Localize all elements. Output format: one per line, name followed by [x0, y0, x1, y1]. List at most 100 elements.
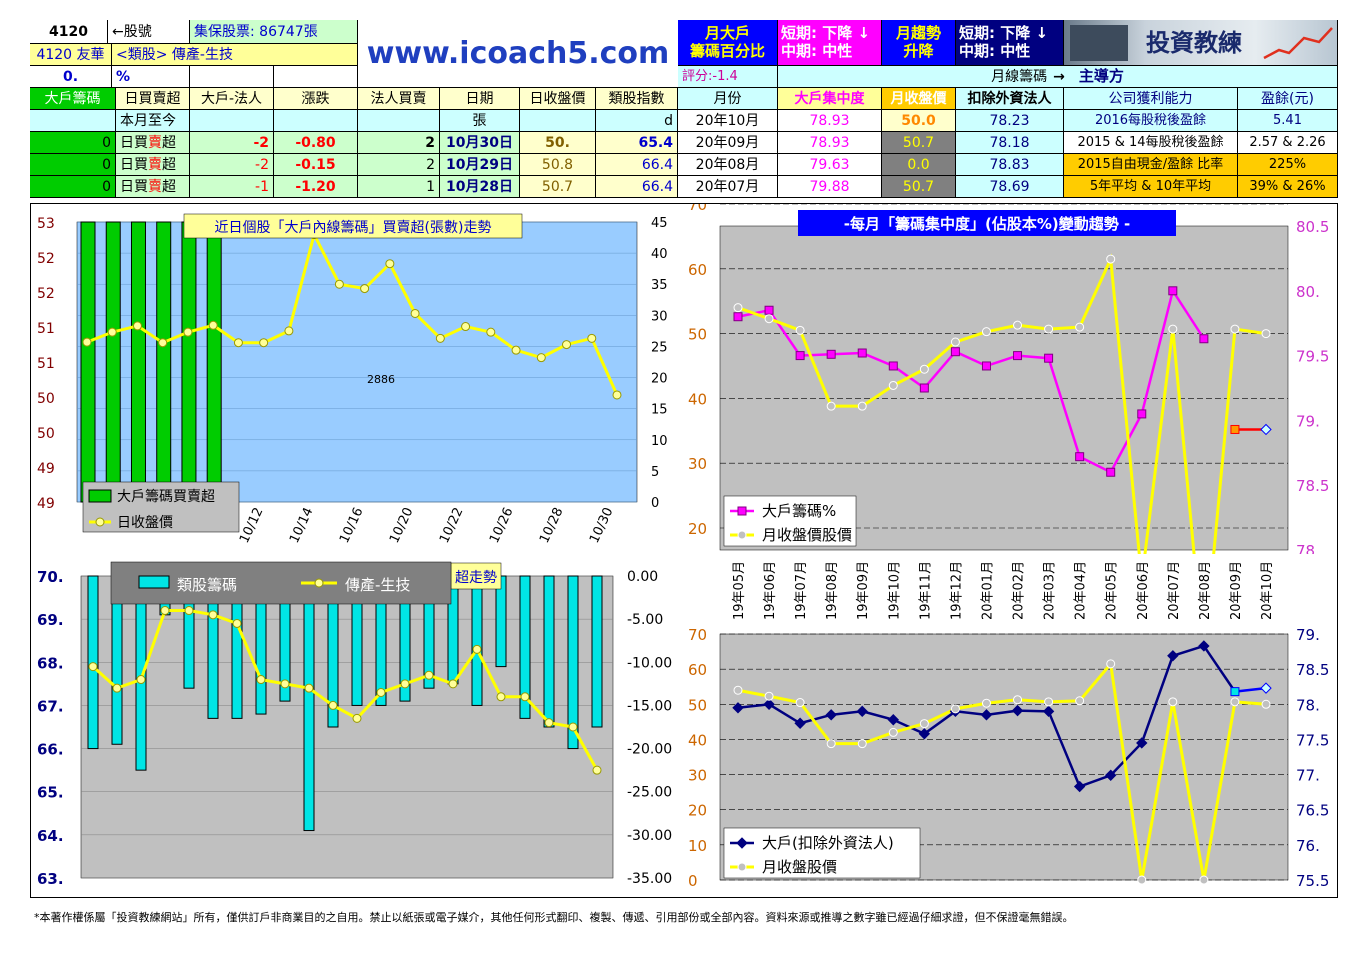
daily-header-4: 法人買賣	[358, 88, 440, 110]
price-point	[158, 338, 168, 348]
x-tick-label: 19年08月	[825, 561, 840, 620]
left-tick-label: 63.	[37, 870, 64, 888]
chart-title: -每月「籌碼集中度」(佔股本%)變動趨勢 -	[844, 215, 1130, 233]
row-big-minus-inst: -1	[190, 176, 274, 198]
big-holder-point	[888, 361, 898, 371]
price-point	[1106, 254, 1116, 264]
right-tick-label: 79.	[1296, 412, 1320, 430]
chart-title: 近日個股「大戶內線籌碼」買賣超(張數)走勢	[215, 220, 492, 236]
price-line	[737, 253, 1267, 554]
left-tick-label: 66.	[37, 741, 64, 759]
monthly-cell: 20年07月	[678, 176, 778, 198]
left-tick-label: 50	[688, 326, 707, 344]
price-point	[733, 685, 743, 695]
legend-marker	[736, 837, 748, 849]
price-point	[795, 325, 805, 335]
bar-big-holder	[181, 221, 197, 503]
short-mid-box-1: 短期: 下降 ↓ 中期: 中性	[778, 20, 882, 66]
price-point	[284, 326, 294, 336]
big-holder-ex-point	[1104, 769, 1117, 781]
right-tick-label: 78.5	[1296, 661, 1329, 679]
bar-sector-chip	[519, 575, 531, 719]
left-tick-label: 49	[37, 461, 55, 477]
price-point	[259, 338, 269, 348]
left-tick-label: 49	[37, 496, 55, 512]
right-tick-label: 77.5	[1296, 731, 1329, 749]
daily-header-7: 類股指數	[596, 88, 678, 110]
right-tick-label: 40	[651, 247, 668, 262]
right-tick-label: 45	[651, 216, 668, 231]
big-holder-ex-point	[794, 717, 806, 729]
x-tick-label: 20年07月	[1167, 561, 1182, 620]
right-tick-label: -20.00	[627, 742, 672, 758]
big-holder-ex-point	[1198, 640, 1210, 652]
legend-box	[82, 481, 240, 533]
monthly-cell: 50.7	[882, 176, 956, 198]
big-holder-ex-line-recent	[1234, 686, 1267, 693]
sector-index-point	[520, 692, 530, 702]
row-date: 10月28日	[440, 176, 520, 198]
sub-blank	[358, 110, 440, 132]
left-tick-label: 30	[688, 767, 707, 785]
bar-sector-chip	[495, 575, 507, 668]
big-holder-ex-point	[1073, 780, 1086, 793]
big-holder-point	[1168, 286, 1178, 296]
holder-shares: 集保股票: 86747張	[190, 20, 358, 44]
right-tick-label: -15.00	[627, 698, 672, 714]
legend-marker	[95, 517, 105, 527]
row-value: 0	[30, 154, 116, 176]
big-holder-point	[1013, 351, 1023, 361]
monthly-cell: 78.23	[956, 110, 1064, 132]
price-point	[1261, 329, 1271, 339]
x-tick-label: 10/26	[487, 505, 516, 545]
left-tick-label: 70.	[37, 568, 64, 586]
legend-marker	[737, 530, 747, 540]
price-point	[587, 333, 597, 343]
x-tick-label: 19年06月	[763, 561, 778, 620]
price-point	[733, 303, 743, 313]
row-change: -0.15	[274, 154, 358, 176]
left-tick-label: 60	[688, 261, 707, 279]
left-tick-label: 51	[37, 321, 55, 337]
sector-index-point	[352, 713, 362, 723]
left-tick-label: 51	[37, 356, 55, 372]
legend-marker	[737, 506, 747, 516]
sector-index-point	[280, 679, 290, 689]
monthly-cell: 78.93	[778, 110, 882, 132]
price-point	[82, 337, 92, 347]
price-point	[208, 320, 218, 330]
sector-index-point	[592, 765, 602, 775]
right-tick-label: 80.	[1296, 283, 1320, 301]
monthly-header-1: 大戶集中度	[778, 88, 882, 110]
x-tick-label: 20年05月	[1105, 561, 1120, 620]
sector-index-point	[232, 618, 242, 628]
mid-term-2: 中期: 中性	[959, 42, 1031, 60]
sector-index-point	[88, 662, 98, 672]
sell-char: 賣	[148, 156, 162, 173]
bar-sector-chip	[303, 575, 315, 832]
right-tick-label: 78.	[1296, 542, 1320, 554]
right-tick-label: -35.00	[627, 871, 672, 887]
price-point	[1044, 697, 1054, 707]
price-point	[1075, 696, 1085, 706]
big-holder-point	[1199, 334, 1209, 344]
sector-index-point	[448, 679, 458, 689]
sector-index-point	[472, 644, 482, 654]
daily-header-2: 大戶-法人	[190, 88, 274, 110]
row-close: 50.7	[520, 176, 596, 198]
legend-swatch-bar	[138, 575, 170, 589]
right-tick-label: 78.5	[1296, 477, 1329, 495]
big-holder-title: 月大戶 籌碼百分比	[678, 20, 778, 66]
price-point	[334, 279, 344, 289]
monthly-chip-row: 月線籌碼 → 主導方	[778, 66, 1338, 88]
sector-index-point	[136, 675, 146, 685]
right-tick-label: 5	[651, 465, 659, 480]
big-holder-ex-point	[856, 705, 868, 718]
big-holder-line	[737, 287, 1205, 474]
bar-sector-chip	[471, 575, 483, 706]
big-holder-point	[733, 312, 743, 322]
left-tick-label: 10	[688, 837, 707, 855]
legend-label: 大戶籌碼%	[762, 502, 836, 520]
blank-cell	[190, 66, 274, 88]
row-inst: 2	[358, 132, 440, 154]
